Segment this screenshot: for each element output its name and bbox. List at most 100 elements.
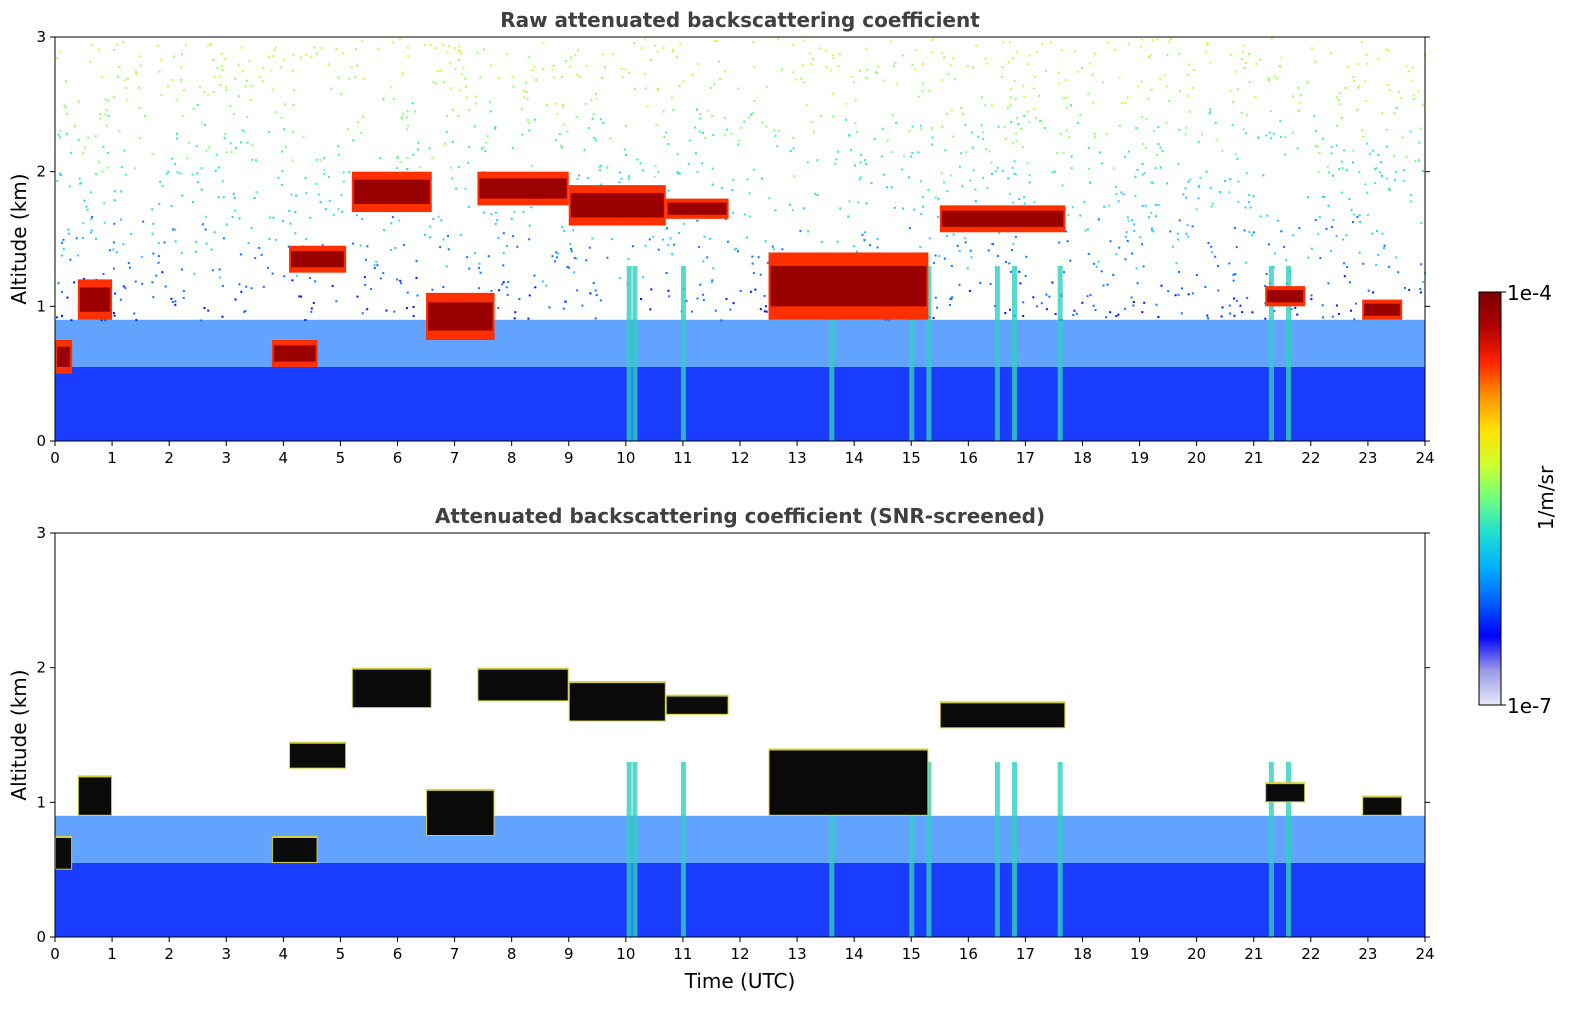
noise-speck	[606, 167, 609, 169]
colorbar-min-label: 1e-7	[1507, 694, 1552, 718]
noise-speck	[181, 115, 184, 118]
noise-speck	[587, 127, 590, 130]
noise-speck	[1010, 270, 1012, 273]
noise-speck	[399, 161, 402, 164]
noise-speck	[994, 170, 997, 173]
noise-speck	[1197, 186, 1200, 188]
noise-speck	[588, 246, 591, 249]
noise-speck	[723, 134, 726, 137]
noise-speck	[565, 60, 567, 63]
noise-speck	[240, 290, 243, 293]
noise-speck	[346, 128, 349, 131]
noise-speck	[958, 165, 961, 168]
noise-speck	[1198, 184, 1201, 187]
noise-speck	[161, 271, 164, 274]
noise-speck	[1143, 301, 1146, 304]
noise-speck	[445, 265, 448, 268]
noise-speck	[1089, 181, 1091, 184]
noise-speck	[400, 117, 403, 120]
noise-speck	[941, 125, 944, 128]
noise-speck	[1024, 274, 1027, 277]
noise-speck	[1214, 121, 1217, 124]
chart-raw: Raw attenuated backscattering coefficien…	[7, 8, 1435, 467]
precip-streak	[909, 265, 915, 441]
noise-speck	[699, 113, 702, 115]
noise-speck	[1195, 274, 1198, 276]
noise-speck	[1191, 225, 1194, 228]
noise-speck	[1262, 174, 1265, 177]
noise-speck	[1411, 66, 1414, 69]
noise-speck	[157, 242, 160, 245]
noise-speck	[90, 229, 93, 232]
noise-speck	[182, 290, 185, 292]
noise-speck	[1014, 98, 1017, 101]
noise-speck	[714, 309, 717, 312]
noise-speck	[122, 243, 125, 246]
cloud-layer-core	[666, 696, 728, 714]
noise-speck	[1408, 70, 1411, 73]
noise-speck	[980, 96, 983, 99]
noise-speck	[268, 55, 270, 58]
noise-speck	[73, 124, 76, 127]
noise-speck	[1362, 262, 1365, 265]
cloud-layer-core	[291, 251, 345, 268]
noise-speck	[199, 319, 202, 322]
noise-speck	[1367, 289, 1370, 292]
noise-speck	[1382, 247, 1385, 249]
noise-speck	[1117, 313, 1120, 316]
noise-speck	[100, 318, 103, 321]
noise-speck	[300, 295, 302, 298]
noise-speck	[1329, 249, 1332, 252]
noise-speck	[573, 256, 576, 259]
noise-speck	[1327, 282, 1330, 285]
noise-speck	[170, 297, 173, 300]
noise-speck	[1028, 174, 1031, 177]
y-tick-label: 0	[36, 928, 46, 946]
noise-speck	[284, 103, 286, 106]
noise-speck	[1101, 81, 1104, 84]
noise-speck	[825, 66, 828, 69]
noise-speck	[1023, 95, 1026, 98]
noise-speck	[85, 205, 88, 208]
noise-speck	[1335, 235, 1338, 237]
noise-speck	[1178, 271, 1180, 273]
noise-speck	[1058, 241, 1061, 244]
noise-speck	[1322, 316, 1324, 319]
cloud-layer	[289, 245, 347, 273]
noise-speck	[1167, 290, 1170, 293]
noise-speck	[1040, 120, 1043, 123]
noise-speck	[174, 300, 177, 303]
noise-speck	[157, 44, 159, 47]
noise-speck	[535, 79, 538, 81]
noise-speck	[1155, 215, 1157, 218]
noise-speck	[1145, 118, 1148, 121]
noise-speck	[1088, 62, 1091, 65]
noise-speck	[1417, 159, 1420, 162]
noise-speck	[725, 128, 728, 131]
noise-speck	[1053, 170, 1056, 173]
noise-speck	[406, 116, 408, 119]
noise-speck	[1115, 253, 1118, 256]
noise-speck	[1007, 177, 1010, 180]
noise-speck	[558, 133, 561, 136]
noise-speck	[1267, 77, 1270, 80]
noise-speck	[598, 165, 601, 168]
noise-speck	[1397, 271, 1400, 274]
x-tick-label: 15	[902, 449, 921, 467]
noise-speck	[887, 319, 890, 321]
noise-speck	[992, 243, 995, 246]
noise-speck	[987, 249, 990, 252]
noise-speck	[695, 152, 697, 155]
noise-speck	[643, 72, 646, 75]
noise-speck	[442, 238, 445, 241]
noise-speck	[382, 272, 385, 275]
noise-speck	[1374, 182, 1377, 185]
noise-speck	[268, 238, 271, 241]
noise-speck	[952, 233, 955, 236]
noise-speck	[1269, 110, 1272, 113]
noise-speck	[877, 65, 879, 68]
noise-speck	[555, 102, 558, 105]
noise-speck	[911, 152, 914, 154]
noise-speck	[1163, 74, 1166, 77]
noise-speck	[1076, 70, 1079, 73]
